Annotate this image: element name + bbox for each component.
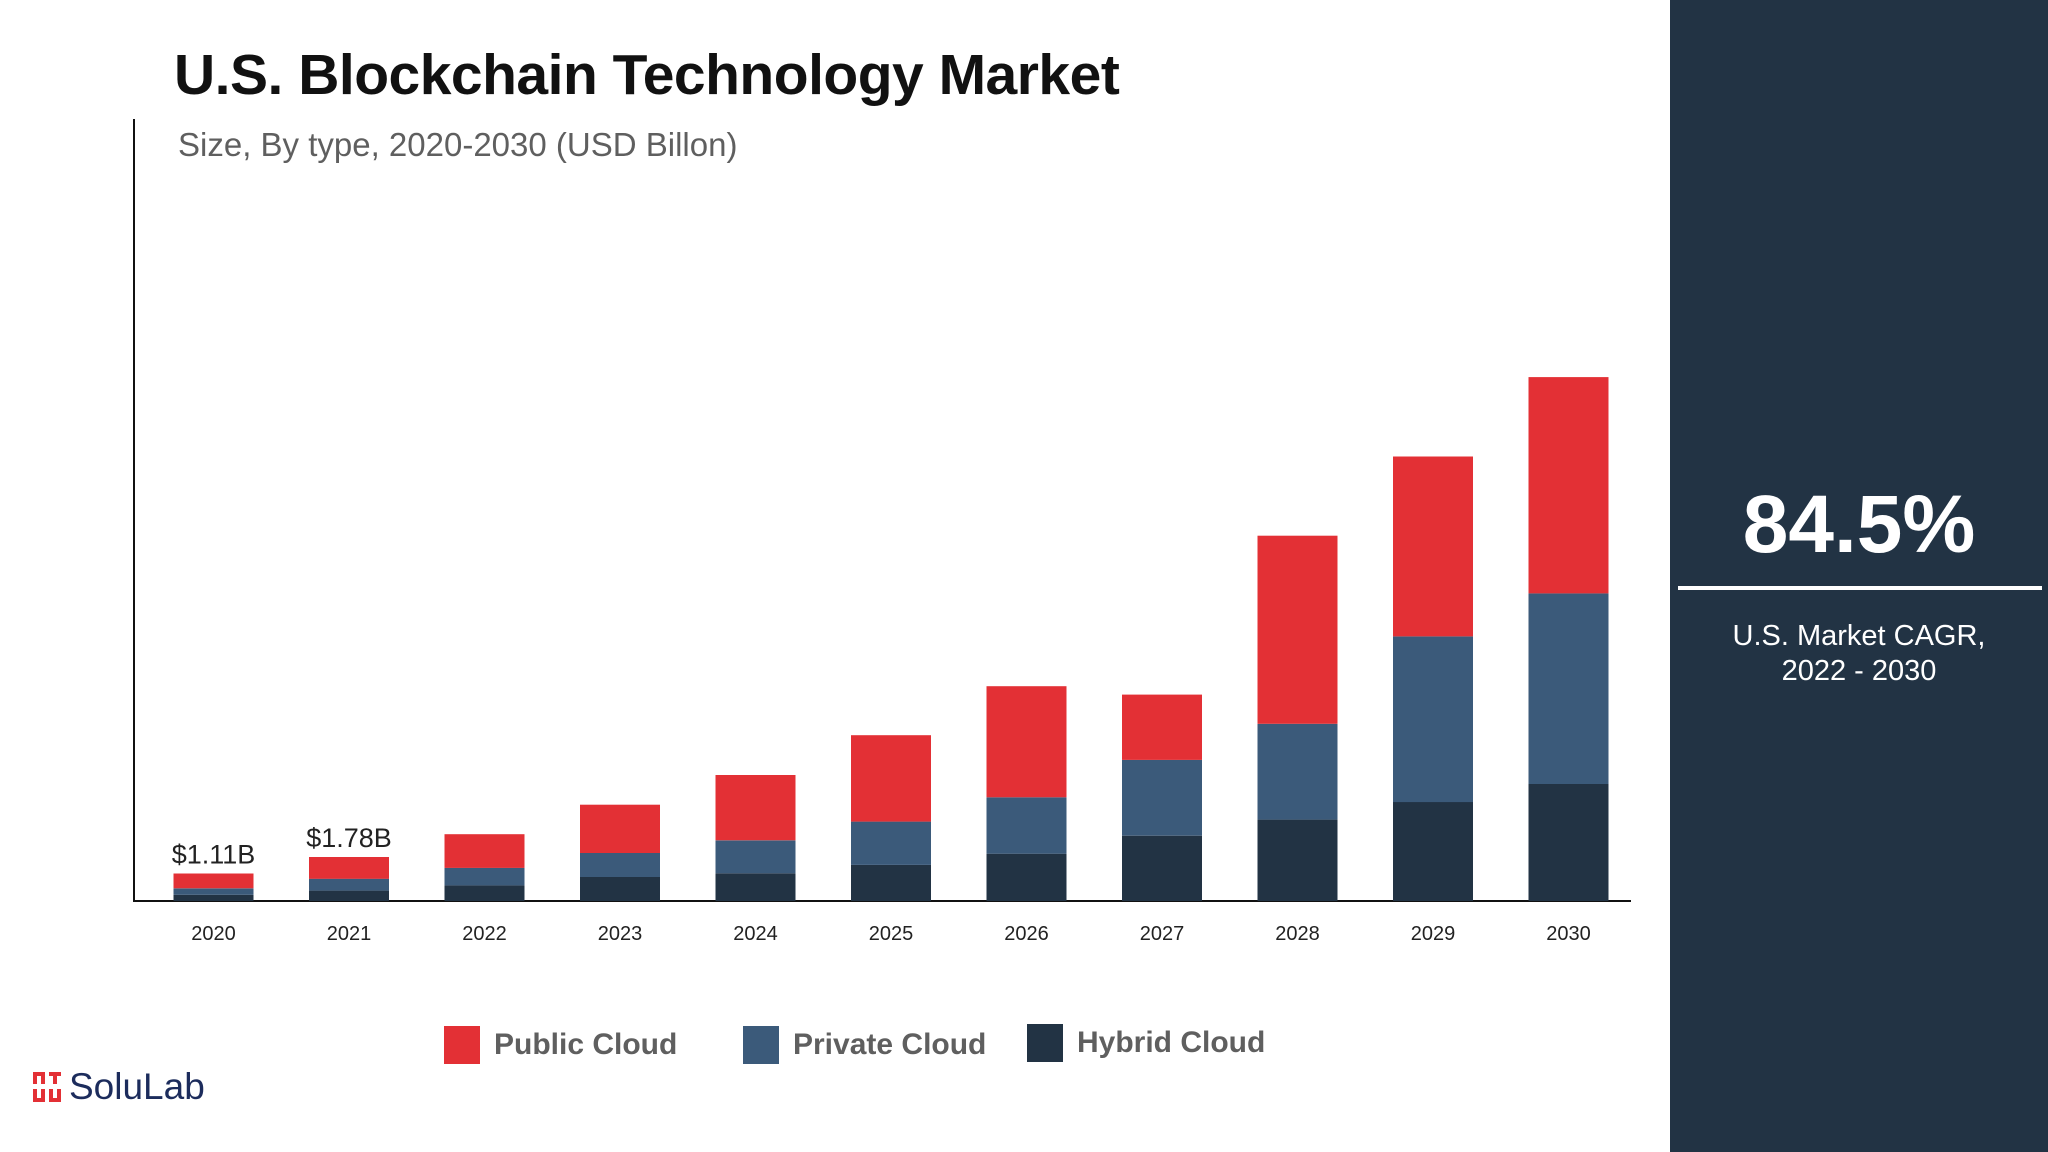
bar-public-cloud-2020 bbox=[173, 873, 254, 889]
bar-private-cloud-2024 bbox=[715, 840, 796, 874]
bar-hybrid-cloud-2021 bbox=[309, 890, 389, 901]
legend-swatch-hybrid-cloud bbox=[1027, 1024, 1063, 1062]
bar-chart: 2020 $1.11B 2021 $1.78B 2022 2023 2024 2025 2026… bbox=[133, 119, 1631, 945]
x-tick-label-2027: 2027 bbox=[1140, 923, 1185, 945]
cagr-label-line2: 2022 - 2030 bbox=[1781, 655, 1937, 687]
legend-swatch-public-cloud bbox=[444, 1026, 480, 1064]
bar-public-cloud-2021 bbox=[309, 857, 389, 879]
bar-hybrid-cloud-2028 bbox=[1257, 819, 1338, 901]
legend-item-public-cloud: Public Cloud bbox=[444, 1026, 677, 1064]
bar-private-cloud-2029 bbox=[1393, 636, 1473, 803]
x-tick-label-2029: 2029 bbox=[1411, 923, 1456, 945]
chart-subtitle: Size, By type, 2020-2030 (USD Billon) bbox=[178, 126, 738, 163]
bar-hybrid-cloud-2024 bbox=[715, 873, 796, 901]
bar-public-cloud-2024 bbox=[715, 775, 796, 841]
solulab-logo-icon bbox=[33, 1072, 61, 1102]
bar-hybrid-cloud-2023 bbox=[580, 877, 660, 901]
bar-public-cloud-2022 bbox=[444, 834, 525, 868]
bar-public-cloud-2023 bbox=[580, 804, 660, 853]
bar-hybrid-cloud-2029 bbox=[1393, 802, 1473, 901]
bar-public-cloud-2030 bbox=[1528, 377, 1609, 594]
x-tick-label-2020: 2020 bbox=[191, 923, 236, 945]
bar-hybrid-cloud-2030 bbox=[1528, 783, 1609, 901]
bar-private-cloud-2028 bbox=[1257, 723, 1338, 820]
bar-public-cloud-2026 bbox=[986, 686, 1067, 798]
x-tick-label-2025: 2025 bbox=[869, 923, 914, 945]
bar-hybrid-cloud-2025 bbox=[851, 864, 931, 901]
legend-swatch-private-cloud bbox=[743, 1026, 779, 1064]
cagr-label-line1: U.S. Market CAGR, bbox=[1732, 620, 1986, 652]
bar-public-cloud-2027 bbox=[1122, 694, 1202, 760]
x-tick-label-2026: 2026 bbox=[1004, 923, 1049, 945]
cagr-value: 84.5% bbox=[1742, 479, 1976, 570]
legend-label-private-cloud: Private Cloud bbox=[793, 1028, 987, 1061]
cagr-panel: 84.5% U.S. Market CAGR, 2022 - 2030 bbox=[1670, 0, 2048, 1152]
bar-private-cloud-2021 bbox=[309, 878, 389, 891]
legend-item-hybrid-cloud: Hybrid Cloud bbox=[1027, 1024, 1265, 1062]
bar-private-cloud-2022 bbox=[444, 867, 525, 886]
bar-hybrid-cloud-2022 bbox=[444, 885, 525, 901]
chart-title: U.S. Blockchain Technology Market bbox=[174, 43, 1120, 107]
x-tick-label-2021: 2021 bbox=[327, 923, 372, 945]
bar-private-cloud-2025 bbox=[851, 821, 931, 865]
legend-item-private-cloud: Private Cloud bbox=[743, 1026, 986, 1064]
x-tick-label-2024: 2024 bbox=[733, 923, 778, 945]
bar-private-cloud-2027 bbox=[1122, 759, 1202, 836]
x-tick-label-2023: 2023 bbox=[598, 923, 643, 945]
bar-private-cloud-2023 bbox=[580, 853, 660, 877]
bar-hybrid-cloud-2027 bbox=[1122, 835, 1202, 901]
bar-hybrid-cloud-2026 bbox=[986, 853, 1067, 901]
data-label-2020: $1.11B bbox=[172, 840, 256, 870]
x-tick-label-2022: 2022 bbox=[462, 923, 507, 945]
bar-private-cloud-2020 bbox=[173, 888, 254, 895]
legend-label-hybrid-cloud: Hybrid Cloud bbox=[1077, 1026, 1266, 1059]
bar-private-cloud-2026 bbox=[986, 797, 1067, 854]
data-label-2021: $1.78B bbox=[306, 823, 392, 853]
bar-hybrid-cloud-2020 bbox=[173, 894, 254, 901]
logo-text: SoluLab bbox=[69, 1066, 205, 1107]
x-tick-label-2030: 2030 bbox=[1546, 923, 1591, 945]
bar-public-cloud-2029 bbox=[1393, 456, 1473, 637]
bar-public-cloud-2028 bbox=[1257, 535, 1338, 724]
bar-private-cloud-2030 bbox=[1528, 593, 1609, 784]
solulab-logo: SoluLab bbox=[33, 1066, 205, 1108]
bar-public-cloud-2025 bbox=[851, 735, 931, 822]
cagr-divider bbox=[1678, 586, 2042, 590]
x-tick-label-2028: 2028 bbox=[1275, 923, 1320, 945]
legend-label-public-cloud: Public Cloud bbox=[494, 1028, 678, 1061]
